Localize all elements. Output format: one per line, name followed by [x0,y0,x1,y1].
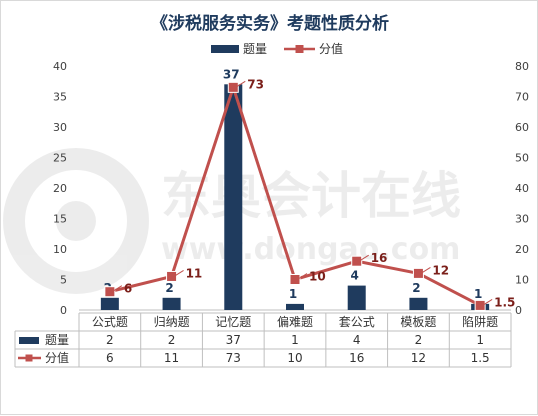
line-value-label: 1.5 [494,295,515,309]
watermark: 东奥会计在线 www.dongao.com [3,148,461,294]
y-left-tick-label: 10 [53,243,67,256]
table-cell: 2 [415,333,423,347]
table-cell: 4 [353,333,361,347]
bar-value-label: 2 [412,281,420,295]
line-label-leader [483,299,493,305]
bar [224,84,243,310]
table-cell: 12 [411,351,426,365]
table-cell: 10 [287,351,302,365]
chart-title: 《涉税服务实务》考题性质分析 [151,13,389,34]
category-label: 套公式 [339,315,375,329]
bar-value-label: 1 [474,287,482,301]
table-legend-key-bar [19,337,39,344]
y-right-tick-label: 0 [515,304,522,317]
category-label: 记忆题 [215,315,251,329]
category-label: 偏难题 [277,314,313,329]
bar-value-label: 1 [289,287,297,301]
table-cell: 11 [164,351,179,365]
y-left-tick-label: 25 [53,152,67,165]
y-left-tick-label: 5 [60,274,67,287]
y-left-tick-label: 35 [53,91,67,104]
line-label-leader [298,273,308,279]
legend: 题量 分值 [211,41,343,56]
category-label: 公式题 [92,315,128,329]
table-cell: 6 [106,351,114,365]
legend-swatch-marker [295,45,304,53]
y-right-tick-label: 20 [515,243,529,256]
legend-swatch-bar [211,45,239,53]
legend-label-bar: 题量 [243,42,267,56]
line-label-leader [175,270,184,276]
table-cell: 16 [349,351,364,365]
bar [409,297,428,310]
y-right-tick-label: 30 [515,213,529,226]
line-value-label: 12 [432,263,449,277]
line-label-leader [422,266,431,273]
axes: 0 5 10 15 20 25 30 35 40 0 10 20 30 40 50 60 70 80 [53,60,529,317]
bar-value-label: 37 [223,67,240,81]
y-left-tick-label: 30 [53,121,67,134]
bar [347,285,366,310]
line-marker [104,286,116,298]
line-label-leader [237,80,246,87]
table-cell: 37 [226,333,241,347]
y-right-tick-label: 60 [515,121,529,134]
y-right-tick-label: 80 [515,60,529,73]
y-right-tick-label: 70 [515,91,529,104]
table-cell: 2 [106,333,114,347]
watermark-logo-dot [56,201,96,241]
table-cell: 1 [291,333,299,347]
y-right-tick-label: 10 [515,274,529,287]
line-value-label: 16 [371,251,388,265]
table-row-label: 分值 [45,350,69,365]
table-legend-key-marker [25,354,33,362]
y-right-tick-label: 40 [515,182,529,195]
watermark-text: 东奥会计在线 [161,167,461,225]
line-value-label: 10 [309,270,326,284]
category-label: 陷阱题 [462,314,498,329]
bar [286,303,304,310]
category-label: 模板题 [400,315,436,329]
line-value-label: 73 [247,77,264,91]
watermark-url: www.dongao.com [161,232,460,267]
table-cell: 2 [168,333,176,347]
watermark-logo-ring [3,148,149,294]
category-label: 归纳题 [154,315,190,329]
table-row-label: 题量 [45,333,69,347]
table-cell: 1 [476,333,484,347]
legend-label-line: 分值 [319,41,343,56]
bar-value-label: 2 [165,281,173,295]
y-left-tick-label: 40 [53,60,67,73]
line-marker [412,267,424,279]
bar [162,297,181,310]
line-label-leader [360,254,369,261]
table-cell: 73 [226,351,241,365]
line-marker [166,270,178,282]
y-left-tick-label: 15 [53,213,67,226]
line-value-label: 11 [186,266,203,280]
bar-value-label: 4 [351,269,359,283]
y-right-tick-label: 50 [515,152,529,165]
y-left-tick-label: 20 [53,182,67,195]
line-value-label: 6 [124,282,132,296]
y-left-tick-label: 0 [60,304,67,317]
line-marker [351,255,363,267]
line-marker [227,81,239,93]
line-label-leader [113,285,123,292]
line-marker [289,274,301,285]
line-marker [474,299,486,311]
bar [100,297,119,310]
table-cell: 1.5 [471,351,490,365]
